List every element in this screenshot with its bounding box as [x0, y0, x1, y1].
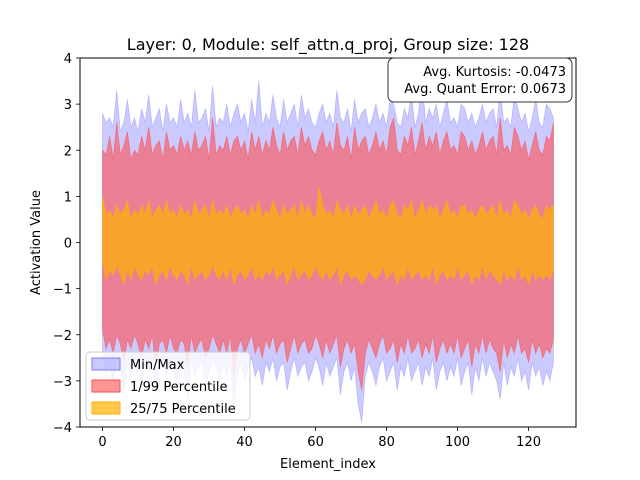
chart-title: Layer: 0, Module: self_attn.q_proj, Grou… [127, 35, 529, 55]
x-axis-label: Element_index [280, 457, 376, 472]
x-tick-label: 0 [98, 435, 106, 450]
legend-swatch-minmax [91, 357, 121, 371]
x-axis-ticks: 0 20 40 60 80 100 120 [98, 427, 541, 450]
legend-label-25-75: 25/75 Percentile [130, 402, 236, 417]
y-tick-label: 2 [64, 144, 72, 159]
stats-annotation: Avg. Kurtosis: -0.0473 Avg. Quant Error:… [387, 57, 573, 103]
x-tick-label: 120 [516, 435, 541, 450]
y-tick-label: 4 [64, 52, 72, 67]
legend-box [85, 351, 251, 421]
x-tick-label: 80 [378, 435, 395, 450]
y-tick-label: −2 [53, 329, 72, 344]
legend-label-1-99: 1/99 Percentile [130, 380, 227, 395]
y-tick-label: −1 [53, 283, 72, 298]
legend: Min/Max 1/99 Percentile 25/75 Percentile [85, 351, 251, 421]
annotation-quant-error: Avg. Quant Error: 0.0673 [404, 82, 566, 97]
legend-label-minmax: Min/Max [130, 358, 185, 373]
y-tick-label: 1 [64, 190, 72, 205]
legend-swatch-1-99 [91, 379, 121, 393]
band-25-75 [102, 187, 554, 286]
stats-annotation-box [387, 57, 573, 103]
x-tick-label: 20 [165, 435, 182, 450]
annotation-kurtosis: Avg. Kurtosis: -0.0473 [423, 65, 566, 80]
bands-layer [102, 81, 554, 423]
y-tick-label: 0 [64, 237, 72, 252]
legend-swatch-25-75 [91, 401, 121, 415]
y-tick-label: 3 [64, 98, 72, 113]
y-axis-ticks: −4 −3 −2 −1 0 1 2 3 4 [53, 52, 80, 436]
y-tick-label: −4 [53, 421, 72, 436]
y-axis-label: Activation Value [29, 190, 44, 295]
x-tick-label: 60 [307, 435, 324, 450]
x-tick-label: 100 [445, 435, 470, 450]
y-tick-label: −3 [53, 375, 72, 390]
x-tick-label: 40 [236, 435, 253, 450]
